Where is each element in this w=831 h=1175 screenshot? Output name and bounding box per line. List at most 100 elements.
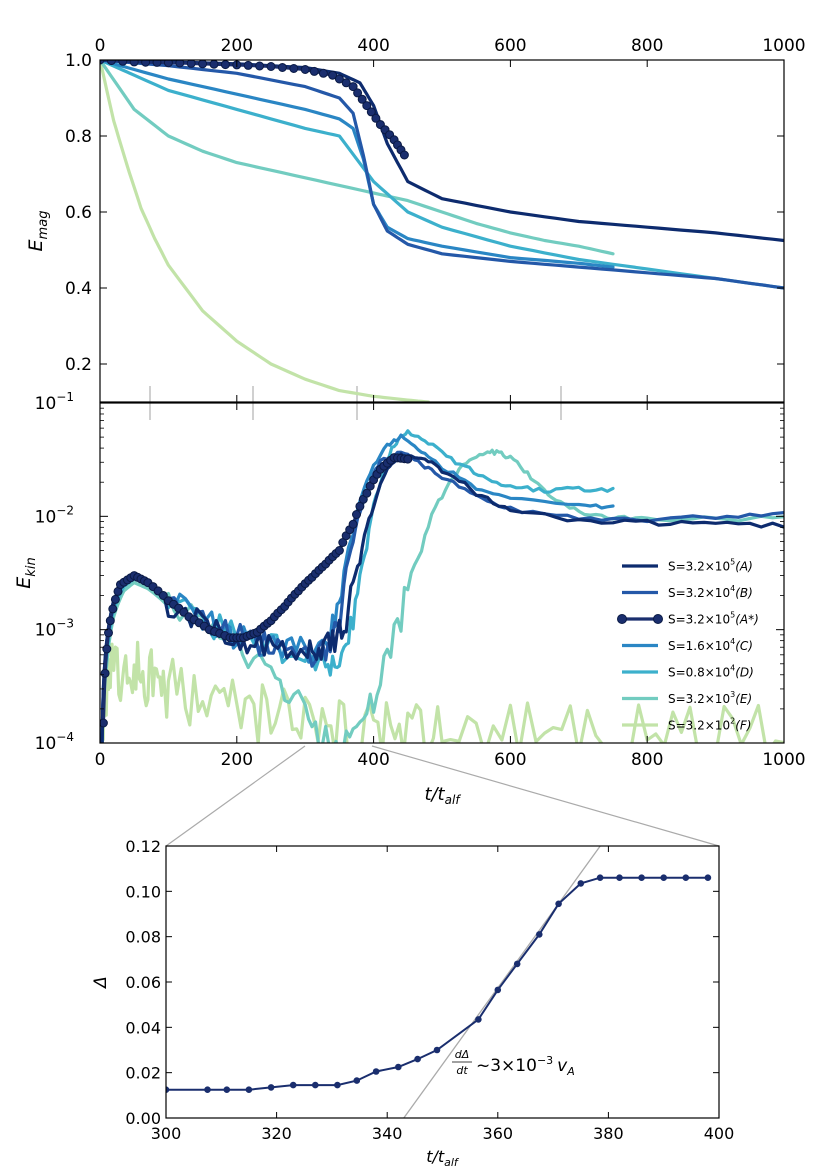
- annotation-fraction-denominator: dt: [456, 1064, 468, 1077]
- delta-point: [433, 1046, 441, 1054]
- panel-ekin: 0 200 400 600 800 1000 10−410−310−210−1 Ekin …: [13, 390, 806, 807]
- ekin-y-ticks: 10−4 10−3 10−2 10−1: [35, 390, 784, 754]
- ekin-x-tick-label: 600: [494, 750, 526, 770]
- emag-marker-Astar: [175, 60, 185, 68]
- delta-point: [312, 1081, 319, 1089]
- delta-y-tick-label: 0.02: [125, 1064, 161, 1083]
- emag-marker-Astar: [220, 60, 230, 70]
- delta-x-tick-label: 300: [151, 1124, 182, 1143]
- delta-point: [204, 1086, 211, 1093]
- ekin-series: [100, 429, 784, 743]
- zoom-guide-left: [165, 745, 306, 847]
- emag-marker-Astar: [266, 62, 276, 71]
- zoom-guide-lines: [165, 745, 720, 847]
- emag-marker-Astar: [198, 60, 208, 69]
- emag-y-ticks: 0.2 0.4 0.6 0.8 1.0: [65, 51, 784, 375]
- emag-marker-Astar: [341, 78, 351, 88]
- delta-y-tick-label: 0.12: [125, 837, 161, 856]
- delta-y-tick-label: 0.04: [125, 1018, 161, 1037]
- ekin-line-E: [100, 448, 784, 743]
- emag-marker-Astar: [334, 74, 344, 84]
- emag-ylabel: Emag: [25, 211, 51, 252]
- ekin-x-tick-label: 1000: [762, 750, 805, 770]
- emag-marker-Astar: [348, 82, 358, 92]
- emag-x-tick-label: 600: [494, 36, 526, 56]
- zoom-guide-right: [371, 745, 720, 847]
- emag-y-tick-label: 0.8: [65, 127, 92, 147]
- delta-x-ticks: 300 320 340 360 380 400: [151, 846, 735, 1143]
- emag-marker-Astar: [255, 61, 265, 71]
- legend-label: S=3.2×105(A*): [668, 611, 759, 627]
- ekin-marker-Astar: [403, 454, 413, 464]
- emag-y-tick-label: 1.0: [65, 51, 92, 71]
- legend-label: S=3.2×103(E): [668, 690, 752, 706]
- delta-ylabel: Δ: [91, 976, 111, 990]
- emag-marker-Astar: [362, 101, 372, 111]
- delta-point: [223, 1086, 231, 1093]
- emag-marker-Astar: [289, 64, 299, 73]
- ekin-x-tick-label: 400: [357, 750, 389, 770]
- emag-line-D: [100, 60, 784, 290]
- emag-marker-Astar: [328, 70, 338, 80]
- emag-marker-Astar: [209, 60, 219, 69]
- delta-y-ticks: 0.00 0.02 0.04 0.06 0.08 0.10 0.12: [125, 837, 719, 1128]
- emag-marker-Astar: [318, 68, 328, 78]
- emag-marker-Astar: [163, 60, 173, 68]
- legend: S=3.2×105(A) S=3.2×104(B) S=3.2×105(A*) S=1…: [617, 558, 759, 733]
- legend-label: S=3.2×102(F): [668, 717, 751, 733]
- delta-y-tick-label: 0.10: [125, 882, 161, 901]
- delta-point: [660, 874, 667, 881]
- legend-marker: [653, 614, 663, 624]
- growth-rate-annotation: dΔ dt ~3×10−3 vA: [452, 1048, 575, 1078]
- panel-emag: 0 200 400 600 800 1000 0.2 0.4 0.6 0.8 1.0 Emag: [25, 36, 806, 420]
- delta-x-tick-label: 380: [593, 1124, 624, 1143]
- emag-x-tick-label: 400: [357, 36, 389, 56]
- legend-marker: [617, 614, 627, 624]
- ekin-marker-Astar: [108, 604, 118, 614]
- delta-y-tick-label: 0.08: [125, 928, 161, 947]
- delta-point: [513, 960, 521, 968]
- delta-point: [638, 874, 645, 881]
- delta-point: [536, 931, 543, 938]
- annotation-fraction-numerator: dΔ: [455, 1048, 470, 1061]
- ekin-axes-frame: [99, 402, 785, 744]
- delta-x-tick-label: 400: [704, 1124, 735, 1143]
- delta-point: [682, 874, 690, 881]
- ekin-y-tick-label: 10−1: [35, 390, 74, 414]
- emag-marker-Astar: [277, 63, 287, 72]
- growth-fit-line: [403, 846, 602, 1118]
- ekin-y-tick-label: 10−4: [35, 730, 74, 754]
- emag-y-tick-label: 0.6: [65, 203, 92, 223]
- emag-line-B: [100, 60, 784, 290]
- emag-marker-Astar: [186, 60, 196, 68]
- legend-label: S=3.2×105(A): [668, 558, 753, 574]
- emag-axes-frame: [99, 59, 785, 403]
- ekin-marker-Astar: [334, 546, 344, 555]
- ekin-line-D: [100, 429, 615, 743]
- ekin-xlabel: t/talf: [424, 784, 461, 807]
- emag-line-F: [100, 60, 430, 402]
- ekin-marker-Astar: [104, 628, 113, 638]
- delta-xlabel: t/talf: [426, 1147, 460, 1169]
- delta-point: [334, 1081, 341, 1089]
- ekin-marker-Astar: [352, 510, 361, 519]
- delta-x-tick-label: 320: [261, 1124, 292, 1143]
- emag-marker-Astar: [357, 94, 367, 104]
- ekin-marker-Astar: [362, 488, 372, 498]
- delta-point: [245, 1086, 253, 1093]
- emag-y-tick-label: 0.4: [65, 279, 92, 299]
- ekin-marker-Astar: [348, 519, 358, 529]
- emag-marker-Astar: [129, 60, 139, 67]
- emag-marker-Astar: [243, 60, 253, 70]
- ekin-y-tick-label: 10−2: [35, 503, 74, 527]
- emag-y-tick-label: 0.2: [65, 355, 92, 375]
- delta-point: [494, 986, 502, 994]
- delta-point: [596, 874, 604, 881]
- ekin-x-tick-label: 800: [631, 750, 663, 770]
- delta-y-tick-label: 0.00: [125, 1109, 161, 1128]
- emag-x-tick-label: 0: [95, 36, 106, 56]
- delta-series: [166, 846, 712, 1118]
- delta-x-tick-label: 360: [483, 1124, 514, 1143]
- ekin-line-F: [100, 640, 784, 743]
